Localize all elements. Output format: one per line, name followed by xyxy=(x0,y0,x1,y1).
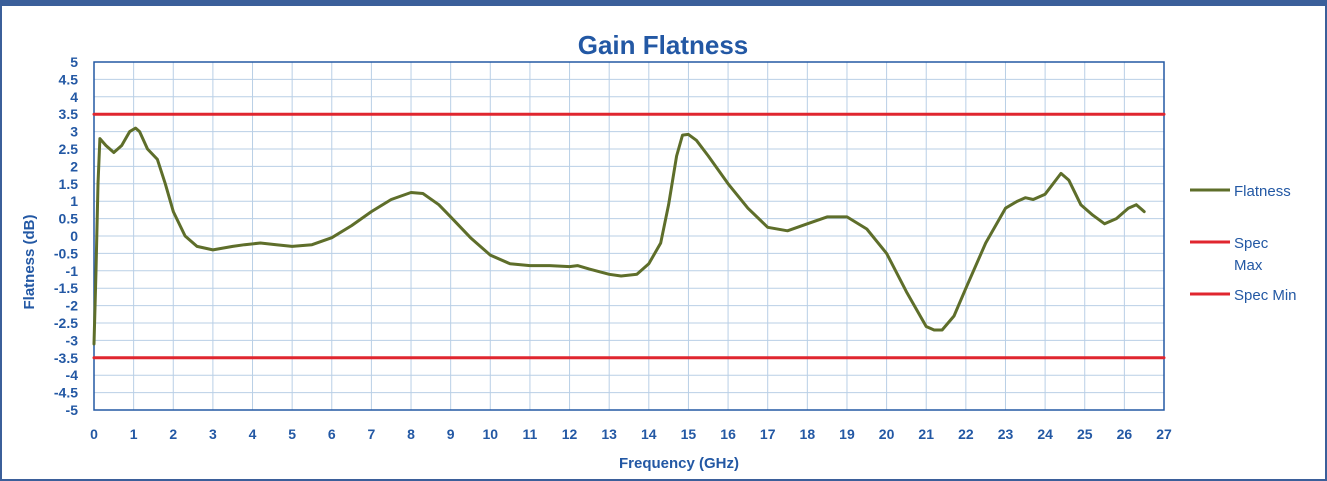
x-tick-label: 17 xyxy=(760,426,776,442)
series-layer xyxy=(92,112,1166,360)
x-tick-label: 6 xyxy=(328,426,336,442)
x-tick-label: 14 xyxy=(641,426,657,442)
x-tick-label: 27 xyxy=(1156,426,1172,442)
y-tick-label: 3.5 xyxy=(59,106,79,122)
y-tick-label: -4 xyxy=(66,367,79,383)
flatness-line xyxy=(92,126,1146,346)
x-tick-label: 15 xyxy=(681,426,697,442)
x-tick-label: 11 xyxy=(523,426,538,442)
y-tick-label: -4.5 xyxy=(54,385,78,401)
y-tick-label: -2.5 xyxy=(54,315,78,331)
x-tick-label: 1 xyxy=(130,426,138,442)
legend: Flatness Spec Max Spec Min xyxy=(1190,183,1297,304)
x-tick-label: 25 xyxy=(1077,426,1093,442)
x-tick-label: 19 xyxy=(839,426,855,442)
legend-label: Spec Min xyxy=(1234,287,1297,304)
y-tick-label: 0 xyxy=(70,228,78,244)
legend-label: Max xyxy=(1234,257,1263,274)
x-tick-label: 10 xyxy=(483,426,499,442)
y-tick-label: 2.5 xyxy=(59,141,79,157)
x-tick-label: 21 xyxy=(918,426,934,442)
y-axis-label: Flatness (dB) xyxy=(21,214,38,309)
y-tick-label: 5 xyxy=(70,54,78,70)
y-tick-label: 2 xyxy=(70,158,78,174)
x-axis-ticks: 0 1 2 3 4 5 6 7 8 9 10 11 12 13 14 15 16 17 18 19 20 21 22 23 24… xyxy=(90,426,1172,442)
x-tick-label: 9 xyxy=(447,426,455,442)
y-tick-label: -3.5 xyxy=(54,350,78,366)
x-tick-label: 20 xyxy=(879,426,895,442)
x-tick-label: 24 xyxy=(1037,426,1053,442)
y-tick-label: -1 xyxy=(66,263,79,279)
legend-label: Spec xyxy=(1234,235,1269,252)
y-tick-label: -5 xyxy=(66,402,79,418)
legend-label: Flatness xyxy=(1234,183,1291,200)
x-tick-label: 18 xyxy=(800,426,816,442)
x-tick-label: 2 xyxy=(169,426,177,442)
x-tick-label: 5 xyxy=(288,426,296,442)
y-tick-label: 0.5 xyxy=(59,211,79,227)
x-tick-label: 22 xyxy=(958,426,974,442)
x-axis-label: Frequency (GHz) xyxy=(619,455,739,472)
y-tick-label: 3 xyxy=(70,124,78,140)
y-tick-label: -1.5 xyxy=(54,280,78,296)
y-tick-label: -2 xyxy=(66,298,79,314)
x-tick-label: 8 xyxy=(407,426,415,442)
y-tick-label: -3 xyxy=(66,332,79,348)
y-tick-label: 4 xyxy=(70,89,78,105)
y-axis-ticks: 54.5 43.5 32.52 1.51 0.50-0.5 -1-1.5 -2-2.5-3 -… xyxy=(54,54,78,418)
x-tick-label: 12 xyxy=(562,426,578,442)
plot-area xyxy=(93,61,1165,411)
chart-title: Gain Flatness xyxy=(578,30,749,60)
x-tick-label: 26 xyxy=(1117,426,1133,442)
y-tick-label: -0.5 xyxy=(54,245,78,261)
x-tick-label: 16 xyxy=(720,426,736,442)
x-tick-label: 4 xyxy=(249,426,257,442)
y-tick-label: 1 xyxy=(70,193,78,209)
x-tick-label: 7 xyxy=(368,426,376,442)
x-tick-label: 3 xyxy=(209,426,217,442)
x-tick-label: 23 xyxy=(998,426,1014,442)
x-tick-label: 13 xyxy=(601,426,617,442)
y-tick-label: 4.5 xyxy=(59,71,79,87)
y-tick-label: 1.5 xyxy=(59,176,79,192)
x-tick-label: 0 xyxy=(90,426,98,442)
